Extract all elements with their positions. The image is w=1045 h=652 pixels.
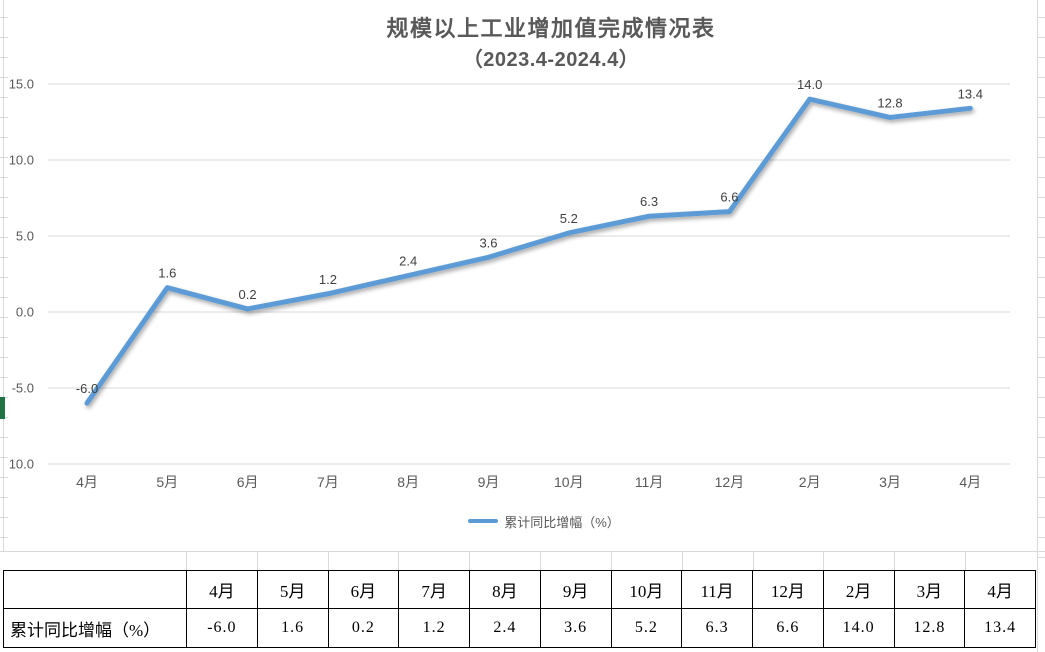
- data-label: 2.4: [399, 254, 417, 269]
- data-label: -6.0: [76, 381, 98, 396]
- value-cell[interactable]: 13.4: [965, 609, 1036, 648]
- spacer-gridline: [752, 551, 754, 570]
- spacer-gridline: [186, 551, 187, 570]
- legend-line-swatch: [468, 518, 499, 524]
- chart-legend: 累计同比增幅（%）: [30, 512, 1045, 530]
- value-cell[interactable]: 5.2: [611, 609, 683, 648]
- worksheet-gridlines-left: [0, 0, 8, 551]
- data-label: 3.6: [479, 235, 497, 250]
- worksheet-gridlines-right: [1038, 0, 1045, 560]
- value-cell[interactable]: -6.0: [187, 609, 258, 648]
- x-tick-label: 4月: [76, 474, 98, 490]
- month-header-cell[interactable]: 4月: [187, 571, 258, 609]
- legend-label: 累计同比增幅（%）: [504, 514, 620, 530]
- x-tick-label: 10月: [554, 474, 584, 490]
- chart-subtitle: （2023.4-2024.4）: [462, 49, 640, 71]
- month-header-cell[interactable]: 11月: [682, 571, 753, 609]
- data-label: 5.2: [560, 211, 578, 226]
- y-tick-label: -10.0: [8, 457, 34, 472]
- x-tick-label: 7月: [317, 474, 339, 490]
- month-header-cell[interactable]: 6月: [328, 571, 400, 609]
- value-cell[interactable]: 1.6: [257, 609, 329, 648]
- value-cell[interactable]: 14.0: [823, 609, 895, 648]
- month-header-cell[interactable]: 2月: [823, 571, 895, 609]
- month-header-cell[interactable]: 10月: [611, 571, 683, 609]
- data-table: 4月 5月 6月 7月 8月 9月 10月 11月 12月 2月 3月 4月 累计同比增幅（%） -6.0…: [3, 570, 1036, 648]
- month-header-cell[interactable]: 12月: [753, 571, 824, 609]
- chart-title: 规模以上工业增加值完成情况表: [386, 16, 716, 41]
- y-tick-label: 5.0: [16, 229, 34, 244]
- x-tick-label: 3月: [879, 474, 901, 490]
- y-tick-label: 15.0: [9, 77, 34, 92]
- data-label: 0.2: [239, 287, 257, 302]
- spacer-gridline: [965, 551, 967, 570]
- data-label: 1.2: [319, 272, 337, 287]
- data-label: 6.6: [720, 190, 738, 205]
- x-tick-label: 11月: [635, 474, 664, 490]
- row-label-cell[interactable]: 累计同比增幅（%）: [4, 609, 187, 648]
- spacer-gridline: [398, 551, 400, 570]
- value-cell[interactable]: 1.2: [399, 609, 470, 648]
- value-cell[interactable]: 6.3: [682, 609, 753, 648]
- data-label: 12.8: [877, 95, 902, 110]
- data-label: 1.6: [158, 266, 176, 281]
- value-cell[interactable]: 12.8: [894, 609, 966, 648]
- x-tick-label: 9月: [478, 474, 500, 490]
- month-header-cell[interactable]: 5月: [257, 571, 329, 609]
- y-tick-label: 0.0: [16, 305, 34, 320]
- x-tick-label: 6月: [237, 474, 259, 490]
- x-tick-label: 8月: [397, 474, 419, 490]
- chart-object[interactable]: 15.0 10.0 5.0 0.0 -5.0 -10.0 4月 5月 6月 7月 8月 9月 10月 11…: [8, 0, 1036, 550]
- spacer-gridline: [327, 551, 329, 570]
- value-cell[interactable]: 3.6: [540, 609, 612, 648]
- month-header-cell[interactable]: 8月: [470, 571, 541, 609]
- worksheet-column-gridline-left: [3, 0, 4, 551]
- series-line: [84, 96, 973, 406]
- x-tick-label: 5月: [156, 474, 178, 490]
- spacer-gridline: [256, 551, 258, 570]
- plot-area: 15.0 10.0 5.0 0.0 -5.0 -10.0 4月 5月 6月 7月 8月 9月 10月 11…: [8, 77, 1010, 490]
- data-label: 14.0: [797, 77, 822, 92]
- month-header-cell[interactable]: 4月: [965, 571, 1036, 609]
- value-cell[interactable]: 6.6: [753, 609, 824, 648]
- data-label: 13.4: [958, 86, 983, 101]
- table-corner-cell[interactable]: [4, 571, 187, 609]
- cell-selection-fragment: [0, 397, 5, 419]
- month-header-cell[interactable]: 7月: [399, 571, 470, 609]
- x-tick-label: 4月: [959, 474, 981, 490]
- spacer-gridline: [469, 551, 471, 570]
- x-tick-label: 2月: [799, 474, 821, 490]
- spacer-gridline: [540, 551, 542, 570]
- y-tick-label: -5.0: [12, 381, 34, 396]
- spacer-gridline: [681, 551, 683, 570]
- worksheet-row-gridline: [0, 551, 1045, 552]
- value-cell[interactable]: 2.4: [470, 609, 541, 648]
- month-header-cell[interactable]: 3月: [894, 571, 966, 609]
- month-header-cell[interactable]: 9月: [540, 571, 612, 609]
- x-tick-label: 12月: [715, 474, 745, 490]
- value-cell[interactable]: 0.2: [328, 609, 400, 648]
- spacer-gridline: [894, 551, 896, 570]
- spacer-gridline: [610, 551, 612, 570]
- worksheet-column-gridline-right: [1037, 0, 1038, 652]
- spacer-gridline: [823, 551, 825, 570]
- y-tick-label: 10.0: [9, 153, 34, 168]
- data-label: 6.3: [640, 194, 658, 209]
